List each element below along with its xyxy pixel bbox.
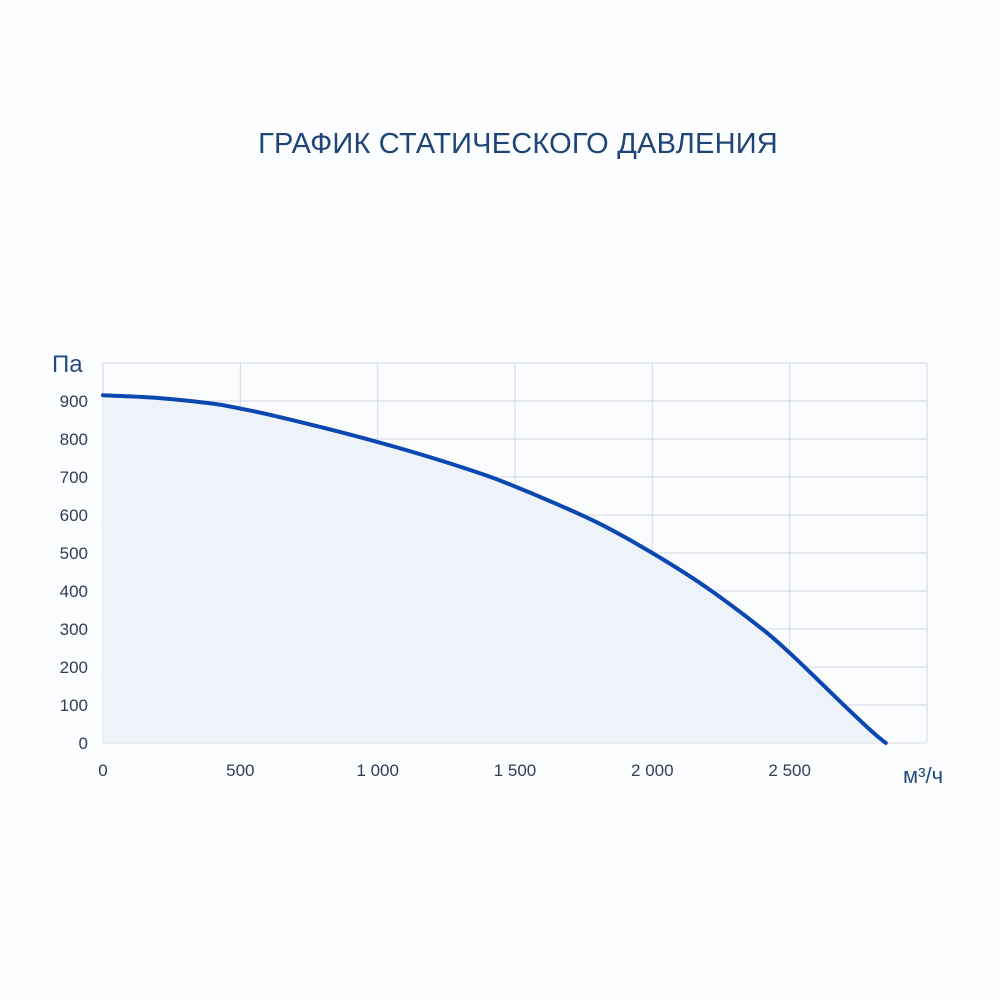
- x-tick-label: 1 000: [356, 761, 399, 780]
- x-tick-label: 2 500: [768, 761, 811, 780]
- y-tick-label: 500: [60, 544, 88, 563]
- y-tick-label: 800: [60, 430, 88, 449]
- y-tick-labels: 0 100 200 300 400 500 600 700 800 900: [60, 392, 88, 753]
- chart-title: ГРАФИК СТАТИЧЕСКОГО ДАВЛЕНИЯ: [258, 128, 778, 160]
- x-tick-labels: 0 500 1 000 1 500 2 000 2 500: [98, 761, 811, 780]
- y-tick-label: 600: [60, 506, 88, 525]
- x-axis-unit: м³/ч: [903, 763, 943, 788]
- y-tick-label: 200: [60, 658, 88, 677]
- y-tick-label: 0: [79, 734, 88, 753]
- y-tick-label: 700: [60, 468, 88, 487]
- x-tick-label: 1 500: [494, 761, 537, 780]
- x-tick-label: 500: [226, 761, 254, 780]
- y-tick-label: 900: [60, 392, 88, 411]
- x-tick-label: 0: [98, 761, 107, 780]
- curve-line: [101, 393, 888, 745]
- y-tick-label: 100: [60, 696, 88, 715]
- x-tick-label: 2 000: [631, 761, 674, 780]
- curve-area: [103, 395, 886, 743]
- y-tick-label: 400: [60, 582, 88, 601]
- y-tick-label: 300: [60, 620, 88, 639]
- y-axis-unit: Па: [52, 351, 83, 378]
